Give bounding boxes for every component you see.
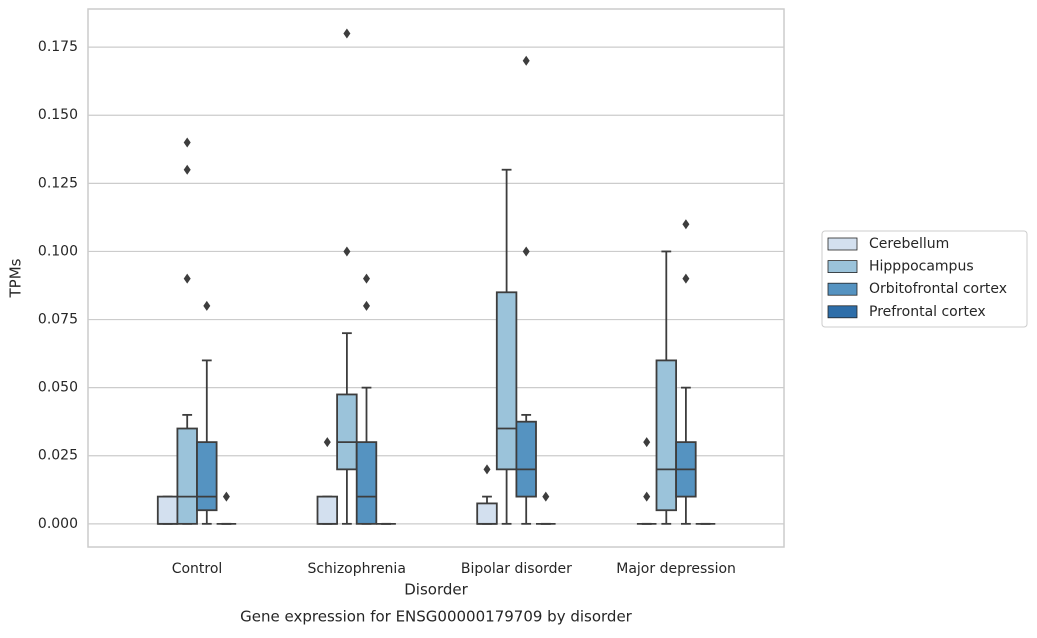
y-tick-label: 0.150 bbox=[38, 107, 78, 123]
chart-title: Gene expression for ENSG00000179709 by d… bbox=[240, 608, 633, 626]
box bbox=[196, 441, 218, 512]
legend-label: Prefrontal cortex bbox=[869, 304, 986, 320]
box bbox=[515, 420, 537, 498]
y-axis-label: TPMs bbox=[7, 258, 25, 298]
outlier bbox=[323, 437, 331, 448]
outlier bbox=[483, 464, 491, 475]
outlier bbox=[522, 55, 530, 66]
x-tick-label: Schizophrenia bbox=[307, 561, 405, 577]
y-tick-label: 0.025 bbox=[38, 448, 78, 464]
outlier bbox=[682, 219, 690, 230]
y-tick-label: 0.175 bbox=[38, 39, 78, 55]
box bbox=[476, 502, 498, 525]
box bbox=[655, 359, 678, 512]
legend-swatch bbox=[827, 282, 858, 296]
outlier bbox=[343, 28, 351, 39]
x-tick-label: Major depression bbox=[616, 561, 736, 577]
outlier bbox=[363, 300, 370, 311]
legend-swatch bbox=[827, 305, 858, 319]
outlier bbox=[183, 137, 191, 148]
outlier bbox=[643, 491, 651, 502]
outlier bbox=[203, 300, 211, 311]
outlier bbox=[643, 437, 651, 448]
legend-label: Cerebellum bbox=[869, 236, 949, 252]
legend-swatch bbox=[827, 237, 858, 251]
outlier bbox=[363, 273, 370, 284]
legend-label: Orbitofrontal cortex bbox=[869, 281, 1007, 297]
box bbox=[156, 495, 179, 525]
legend-frame bbox=[821, 230, 1028, 328]
x-tick-label: Bipolar disorder bbox=[461, 561, 572, 577]
legend-label: Hipppocampus bbox=[869, 259, 974, 275]
box bbox=[495, 291, 518, 471]
box bbox=[176, 427, 198, 525]
outlier bbox=[222, 491, 230, 502]
box bbox=[316, 495, 339, 525]
y-tick-label: 0.075 bbox=[38, 312, 78, 328]
x-axis-label: Disorder bbox=[404, 581, 468, 599]
x-tick-label: Control bbox=[172, 561, 223, 577]
outlier bbox=[542, 491, 550, 502]
y-tick-label: 0.125 bbox=[38, 175, 78, 191]
y-tick-label: 0.050 bbox=[38, 380, 78, 396]
outlier bbox=[183, 164, 191, 175]
outlier bbox=[682, 273, 690, 284]
y-tick-label: 0.000 bbox=[38, 516, 78, 532]
outlier bbox=[343, 246, 351, 257]
box bbox=[355, 441, 378, 525]
outlier bbox=[183, 273, 191, 284]
box bbox=[336, 393, 358, 471]
outlier bbox=[522, 246, 530, 257]
y-tick-label: 0.100 bbox=[38, 243, 78, 259]
legend-swatch bbox=[827, 260, 858, 274]
